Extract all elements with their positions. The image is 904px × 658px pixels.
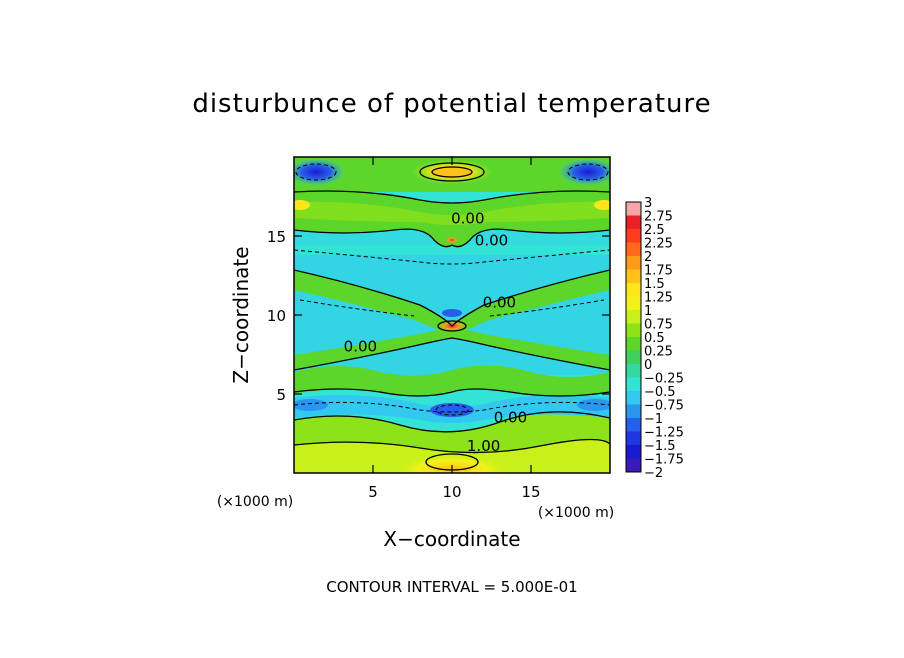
colorbar-label: −0.75 (644, 399, 684, 414)
contour-label: 0.00 (475, 232, 508, 250)
contour-label: 0.00 (451, 210, 484, 228)
x-tick-label: 15 (521, 483, 540, 501)
contour-interval-note: CONTOUR INTERVAL = 5.000E-01 (326, 578, 577, 596)
colorbar-label: 2.25 (644, 237, 673, 252)
x-axis-label: X−coordinate (383, 527, 520, 551)
colorbar-segment (626, 215, 641, 230)
colorbar-label: 1.75 (644, 264, 673, 279)
colorbar-label: 2 (644, 250, 652, 265)
colorbar-label: 1.25 (644, 291, 673, 306)
colorbar-label: 0 (644, 358, 652, 373)
colorbar-label: 1.5 (644, 277, 665, 292)
contour-label: 0.00 (344, 338, 377, 356)
colorbar-label: 0.5 (644, 331, 665, 346)
y-tick-label: 5 (276, 386, 286, 404)
heatmap-field (294, 157, 610, 473)
colorbar-segment (626, 229, 641, 243)
colorbar-segment (626, 350, 641, 365)
colorbar-segment (626, 323, 641, 338)
x-axis: 5 10 15 (368, 157, 541, 501)
colorbar-segment (626, 445, 641, 459)
colorbar-label: −1.25 (644, 426, 684, 441)
colorbar-segment (626, 391, 641, 405)
colorbar-segment (626, 431, 641, 446)
colorbar-segment (626, 242, 641, 257)
contour-label: 0.00 (494, 409, 527, 427)
colorbar-label: −0.5 (644, 385, 676, 400)
colorbar-segment (626, 296, 641, 311)
colorbar-segment (626, 202, 641, 216)
contour-labels: 0.00 0.00 0.00 0.00 0.00 1.00 (344, 210, 528, 456)
y-axis-label: Z−coordinate (229, 246, 253, 383)
colorbar-label: 2.75 (644, 210, 673, 225)
colorbar-segment (626, 256, 641, 270)
colorbar-label: −1 (644, 412, 663, 427)
colorbar-segment (626, 364, 641, 378)
colorbar-label: 2.5 (644, 223, 665, 238)
colorbar-segment (626, 418, 641, 432)
x-unit-label: (×1000 m) (538, 505, 614, 521)
x-tick-label: 10 (442, 483, 461, 501)
colorbar-label: 1 (644, 304, 652, 319)
z-unit-label: (×1000 m) (217, 494, 293, 510)
contour-label: 1.00 (467, 437, 500, 455)
colorbar-label: 0.25 (644, 345, 673, 360)
colorbar-border (625, 201, 642, 473)
colorbar-label: −2 (644, 466, 663, 481)
colorbar-label: 3 (644, 196, 652, 211)
contour-label: 0.00 (483, 293, 516, 311)
colorbar-label: 0.75 (644, 318, 673, 333)
colorbar-label: −0.25 (644, 372, 684, 387)
chart-title: disturbunce of potential temperature (192, 89, 711, 119)
colorbar-label: −1.5 (644, 439, 676, 454)
colorbar-segment (626, 377, 641, 392)
x-tick-label: 5 (368, 483, 378, 501)
colorbar-segment (626, 404, 641, 419)
colorbar-segment (626, 337, 641, 351)
colorbar-segment (626, 283, 641, 297)
colorbar-segment (626, 269, 641, 284)
y-axis: 5 10 15 (267, 228, 610, 404)
y-tick-label: 10 (267, 307, 286, 325)
colorbar-label: −1.75 (644, 453, 684, 468)
colorbar-segment (626, 310, 641, 324)
colorbar: 32.752.52.2521.751.51.2510.750.50.250−0.… (625, 196, 684, 481)
y-tick-label: 15 (267, 228, 286, 246)
colorbar-segment (626, 458, 641, 473)
